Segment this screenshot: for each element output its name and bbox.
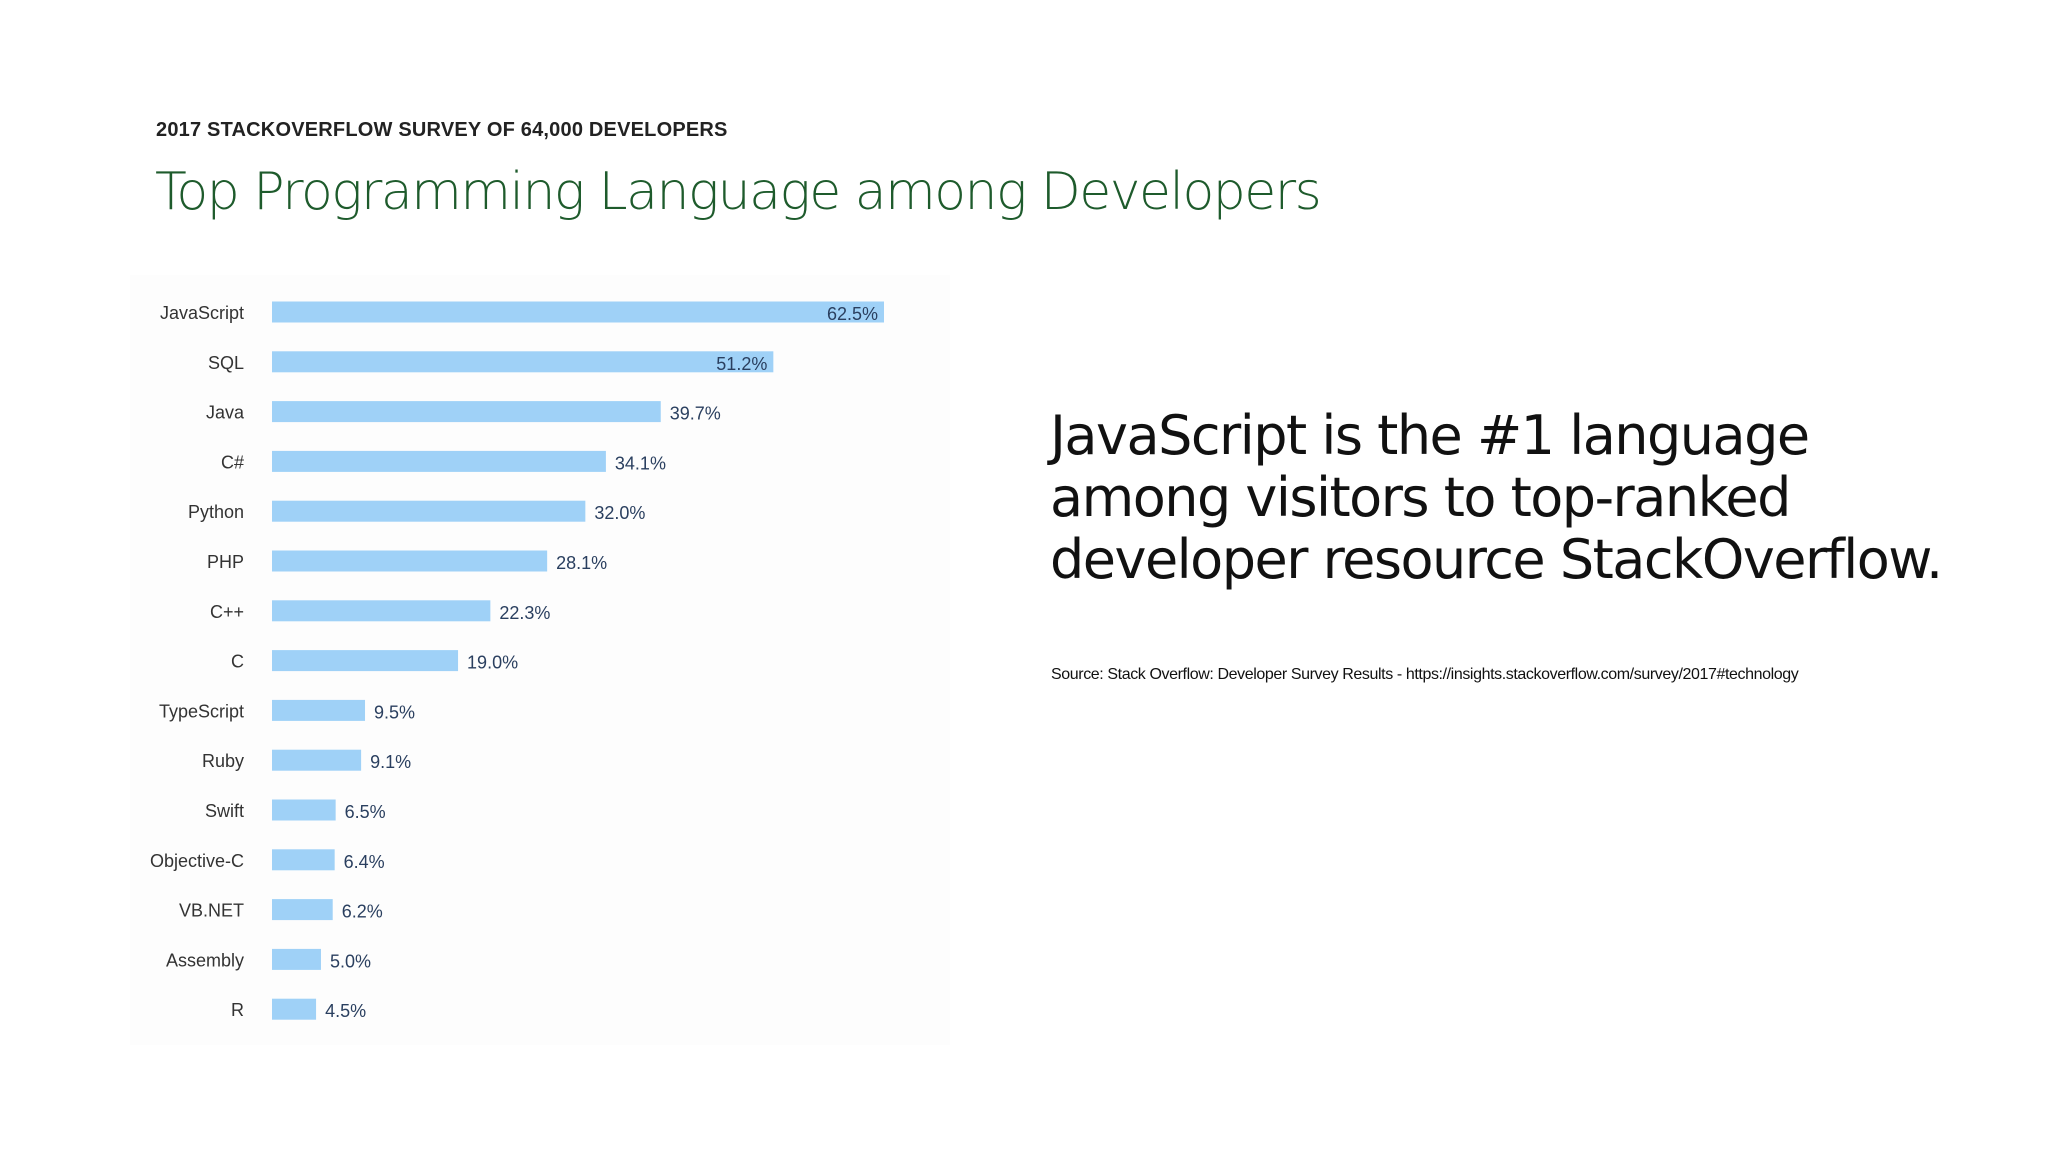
value-label-php: 28.1% bbox=[556, 553, 607, 573]
value-label-python: 32.0% bbox=[594, 503, 645, 523]
category-label-vb-net: VB.NET bbox=[179, 901, 244, 921]
bar-sql bbox=[272, 351, 774, 373]
value-label-c: 19.0% bbox=[467, 653, 518, 673]
bar-assembly bbox=[272, 948, 321, 970]
chart-area: JavaScript 62.5% SQL 51.2% Java 39.7% C# 34.1% P… bbox=[130, 275, 950, 1045]
source-citation: Source: Stack Overflow: Developer Survey… bbox=[1051, 666, 1799, 683]
language-bar-chart: JavaScript 62.5% SQL 51.2% Java 39.7% C# 34.1% P… bbox=[150, 301, 884, 1021]
value-label-c: 34.1% bbox=[615, 453, 666, 473]
bar-python bbox=[272, 500, 586, 522]
category-label-swift: Swift bbox=[205, 801, 244, 821]
bar-javascript bbox=[272, 301, 884, 323]
value-label-typescript: 9.5% bbox=[374, 702, 415, 722]
category-label-assembly: Assembly bbox=[166, 950, 244, 970]
slide-title: Top Programming Language among Developer… bbox=[155, 162, 1322, 222]
category-label-python: Python bbox=[188, 502, 244, 522]
bar-ruby bbox=[272, 749, 362, 771]
value-label-vb-net: 6.2% bbox=[342, 902, 383, 922]
category-label-typescript: TypeScript bbox=[159, 701, 244, 721]
bar-c bbox=[272, 650, 459, 672]
bar-objective-c bbox=[272, 849, 335, 871]
category-label-objective-c: Objective-C bbox=[150, 851, 244, 871]
value-label-r: 4.5% bbox=[325, 1001, 366, 1021]
bar-typescript bbox=[272, 699, 366, 721]
bar-swift bbox=[272, 799, 336, 821]
value-label-javascript: 62.5% bbox=[827, 304, 878, 324]
value-label-c: 22.3% bbox=[499, 603, 550, 623]
bar-c bbox=[272, 450, 606, 472]
category-label-java: Java bbox=[206, 403, 245, 423]
category-label-r: R bbox=[231, 1000, 244, 1020]
value-label-ruby: 9.1% bbox=[370, 752, 411, 772]
bar-vb-net bbox=[272, 899, 333, 921]
category-label-php: PHP bbox=[207, 552, 244, 572]
bar-c bbox=[272, 600, 491, 622]
value-label-swift: 6.5% bbox=[345, 802, 386, 822]
category-label-c: C++ bbox=[210, 602, 244, 622]
category-label-c: C# bbox=[221, 452, 244, 472]
value-label-objective-c: 6.4% bbox=[344, 852, 385, 872]
callout-text: JavaScript is the #1 language among visi… bbox=[1050, 404, 1943, 591]
category-label-c: C bbox=[231, 652, 244, 672]
bar-r bbox=[272, 998, 317, 1020]
value-label-sql: 51.2% bbox=[716, 354, 767, 374]
value-label-assembly: 5.0% bbox=[330, 951, 371, 971]
category-label-javascript: JavaScript bbox=[160, 303, 244, 323]
survey-kicker: 2017 STACKOVERFLOW SURVEY OF 64,000 DEVE… bbox=[156, 119, 728, 141]
value-label-java: 39.7% bbox=[670, 404, 721, 424]
bar-java bbox=[272, 401, 661, 423]
category-label-ruby: Ruby bbox=[202, 751, 244, 771]
bar-php bbox=[272, 550, 548, 572]
category-label-sql: SQL bbox=[208, 353, 244, 373]
